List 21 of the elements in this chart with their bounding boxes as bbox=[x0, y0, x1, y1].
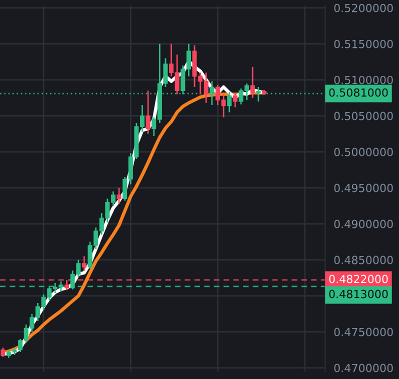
y-tick-label: 0.4850000 bbox=[334, 256, 393, 264]
candlestick bbox=[232, 92, 238, 108]
candlestick bbox=[82, 256, 86, 272]
y-tick-label: 0.4900000 bbox=[334, 220, 393, 228]
y-tick-label: 0.4950000 bbox=[334, 184, 393, 192]
candlestick bbox=[256, 86, 261, 102]
y-tick-label: 0.4700000 bbox=[334, 364, 393, 372]
y-tick-label: 0.5000000 bbox=[334, 148, 393, 156]
ref-line-label: 0.4813000 bbox=[329, 290, 388, 298]
candlestick bbox=[116, 187, 122, 204]
candlestick bbox=[146, 90, 150, 135]
y-tick-label: 0.5100000 bbox=[334, 76, 393, 84]
candlestick bbox=[227, 91, 232, 113]
candlestick bbox=[250, 66, 255, 99]
y-tick-label: 0.4750000 bbox=[334, 328, 393, 336]
ref-line-label: 0.4822000 bbox=[329, 274, 388, 284]
y-tick-label: 0.5150000 bbox=[334, 40, 393, 48]
ref-line-label: 0.5081000 bbox=[329, 88, 388, 97]
candlestick bbox=[0, 346, 6, 358]
y-tick-label: 0.5200000 bbox=[334, 4, 393, 12]
y-tick-label: 0.5050000 bbox=[334, 112, 393, 120]
